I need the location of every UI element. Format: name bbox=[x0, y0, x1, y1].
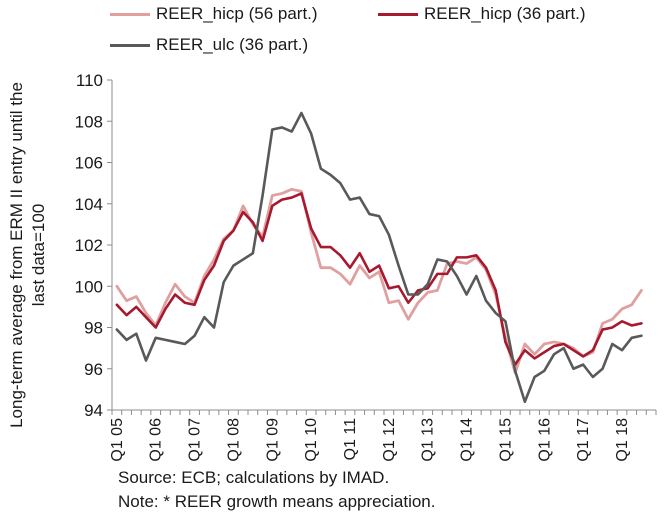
source-note: Source: ECB; calculations by IMAD. bbox=[118, 468, 390, 487]
y-tick-label: 110 bbox=[76, 71, 103, 90]
y-tick-label: 106 bbox=[75, 154, 103, 173]
x-tick-label: Q1 13 bbox=[420, 418, 437, 462]
legend-item-reer-hicp-56: REER_hicp (56 part.) bbox=[110, 4, 318, 24]
y-tick-label: 94 bbox=[84, 401, 103, 420]
x-tick-labels: Q1 05 Q1 06 Q1 07 Q1 08 Q1 09 Q1 10 Q1 11 Q1 12… bbox=[109, 410, 657, 462]
y-tick-label: 102 bbox=[75, 236, 103, 255]
x-tick-label: Q1 09 bbox=[264, 418, 281, 462]
y-axis-label: Long-term average from ERM II entry unti… bbox=[7, 82, 48, 428]
legend-label-reer-hicp-56: REER_hicp (56 part.) bbox=[156, 4, 318, 23]
legend-item-reer-hicp-36: REER_hicp (36 part.) bbox=[378, 4, 586, 24]
x-tick-label: Q1 17 bbox=[575, 418, 592, 462]
series-line-reer-ulc-36 bbox=[115, 111, 643, 404]
y-tick-label: 108 bbox=[75, 112, 103, 131]
y-tick-label: 100 bbox=[75, 277, 103, 296]
x-tick-label: Q1 05 bbox=[109, 418, 126, 462]
legend-swatch-reer-ulc-36 bbox=[110, 43, 150, 47]
y-tick-label: 96 bbox=[84, 360, 103, 379]
x-tick-label: Q1 10 bbox=[303, 418, 320, 462]
series-line-reer-hicp-36 bbox=[115, 192, 643, 366]
x-tick-label: Q1 08 bbox=[225, 418, 242, 462]
y-tick-labels: 94 96 98 100 102 104 106 108 110 bbox=[75, 71, 112, 420]
y-axis-label-line-2: last data=100 bbox=[29, 204, 48, 307]
x-tick-label: Q1 15 bbox=[497, 418, 514, 462]
x-tick-label: Q1 07 bbox=[187, 418, 204, 462]
footnote: Note: * REER growth means appreciation. bbox=[118, 492, 436, 511]
y-tick-label: 98 bbox=[84, 319, 103, 338]
x-tick-label: Q1 06 bbox=[148, 418, 165, 462]
legend-swatch-reer-hicp-36 bbox=[378, 12, 418, 16]
x-tick-label: Q1 12 bbox=[381, 418, 398, 462]
x-tick-label: Q1 18 bbox=[614, 418, 631, 462]
y-axis-label-line-1: Long-term average from ERM II entry unti… bbox=[7, 82, 26, 428]
legend-label-reer-hicp-36: REER_hicp (36 part.) bbox=[424, 4, 586, 23]
series-line-reer-hicp-56 bbox=[115, 187, 643, 375]
legend-swatch-reer-hicp-56 bbox=[110, 12, 150, 16]
x-tick-label: Q1 14 bbox=[459, 418, 476, 462]
series-lines bbox=[115, 111, 643, 404]
chart-axes bbox=[111, 80, 656, 411]
x-tick-label: Q1 11 bbox=[342, 418, 359, 461]
y-tick-label: 104 bbox=[75, 195, 103, 214]
legend-item-reer-ulc-36: REER_ulc (36 part.) bbox=[110, 35, 308, 55]
x-tick-label: Q1 16 bbox=[536, 418, 553, 462]
legend-label-reer-ulc-36: REER_ulc (36 part.) bbox=[156, 35, 309, 54]
